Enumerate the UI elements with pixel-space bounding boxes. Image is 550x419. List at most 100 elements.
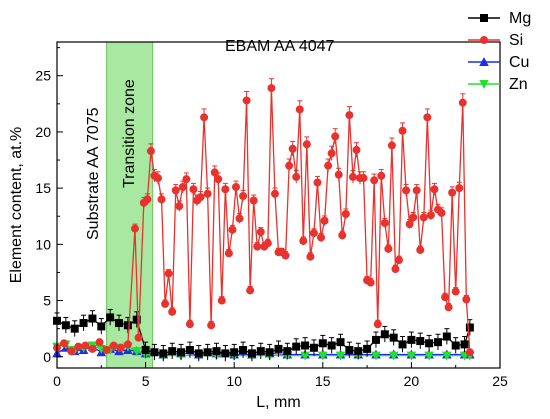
data-point-si (437, 208, 446, 217)
data-point-si (143, 195, 152, 204)
data-point-si (426, 211, 435, 220)
data-point-si (331, 132, 340, 141)
data-point-mg (451, 341, 460, 350)
data-point-si (359, 174, 368, 183)
data-point-si (157, 195, 166, 204)
data-point-si (366, 278, 375, 287)
data-point-mg (168, 347, 177, 356)
data-point-si (281, 251, 290, 260)
data-point-mg (150, 348, 159, 357)
data-point-si (267, 84, 276, 93)
data-point-si (95, 338, 104, 347)
data-point-si (394, 256, 403, 265)
legend-label: Cu (509, 54, 529, 71)
legend: Mg Si Cu Zn (468, 10, 531, 93)
data-point-mg (123, 321, 132, 330)
substrate-annotation: Substrate AA 7075 (85, 107, 102, 240)
data-point-mg (141, 346, 150, 355)
data-point-mg (389, 333, 398, 342)
data-point-si (134, 333, 143, 342)
data-point-zn (335, 351, 346, 361)
data-point-si (130, 224, 139, 233)
data-point-mg (221, 349, 230, 358)
data-point-mg (247, 349, 256, 358)
legend-item-si: Si (468, 32, 523, 49)
data-point-mg (177, 348, 186, 357)
legend-item-cu: Cu (468, 54, 529, 71)
data-point-si (67, 347, 76, 356)
data-point-si (384, 244, 393, 253)
data-point-mg (61, 321, 70, 330)
legend-marker (479, 80, 489, 89)
chart-title: EBAM AA 4047 (225, 38, 335, 55)
data-point-mg (460, 340, 469, 349)
data-point-mg (442, 332, 451, 341)
x-tick-label: 0 (53, 373, 61, 389)
data-point-si (416, 245, 425, 254)
data-point-si (299, 236, 308, 245)
data-point-si (164, 269, 173, 278)
data-point-si (412, 186, 421, 195)
data-point-si (462, 295, 471, 304)
series-layer (52, 78, 475, 362)
data-point-si (175, 202, 184, 211)
x-tick-label: 25 (492, 373, 508, 389)
data-point-si (409, 213, 418, 222)
data-point-si (377, 171, 386, 180)
data-point-mg (97, 322, 106, 331)
data-point-si (161, 299, 170, 308)
data-point-zn (131, 347, 142, 357)
data-point-si (465, 348, 474, 357)
y-tick-label: 25 (35, 68, 51, 84)
data-point-si (292, 172, 301, 181)
y-axis-title: Element content, at.% (8, 127, 25, 284)
y-tick-label: 20 (35, 124, 51, 140)
data-point-si (306, 252, 315, 261)
data-point-si (263, 239, 272, 248)
data-point-si (288, 144, 297, 153)
data-point-si (345, 111, 354, 120)
data-point-si (380, 218, 389, 227)
data-point-zn (388, 351, 399, 361)
data-point-zn (442, 351, 452, 361)
data-point-si (221, 185, 230, 194)
data-point-si (423, 113, 432, 122)
data-point-si (334, 170, 343, 179)
legend-label: Mg (509, 10, 531, 27)
data-point-mg (354, 347, 363, 356)
data-point-mg (212, 347, 221, 356)
data-point-mg (106, 313, 115, 322)
data-point-si (402, 186, 411, 195)
data-point-mg (115, 319, 124, 328)
data-point-si (123, 340, 132, 349)
legend-item-mg: Mg (468, 10, 531, 27)
data-point-si (217, 296, 226, 305)
data-point-mg (256, 347, 265, 356)
data-point-si (249, 196, 258, 205)
data-point-mg (79, 319, 88, 328)
data-point-si (60, 339, 69, 348)
data-point-si (185, 320, 194, 329)
data-point-mg (327, 341, 336, 350)
data-point-si (320, 216, 329, 225)
data-point-si (313, 178, 322, 187)
data-point-si (146, 147, 155, 156)
data-point-mg (203, 348, 212, 357)
data-point-si (203, 189, 212, 198)
x-tick-label: 5 (142, 373, 150, 389)
legend-marker (479, 57, 489, 66)
data-point-si (302, 140, 311, 149)
data-point-si (171, 186, 180, 195)
data-point-si (455, 184, 464, 193)
data-point-si (207, 321, 216, 330)
data-point-si (196, 193, 205, 202)
data-point-si (81, 341, 90, 350)
data-point-si (74, 342, 83, 351)
data-point-si (256, 227, 265, 236)
data-point-si (116, 343, 125, 352)
legend-label: Zn (509, 76, 528, 93)
data-point-mg (407, 335, 416, 344)
y-tick-label: 5 (43, 293, 51, 309)
y-tick-label: 10 (35, 236, 51, 252)
